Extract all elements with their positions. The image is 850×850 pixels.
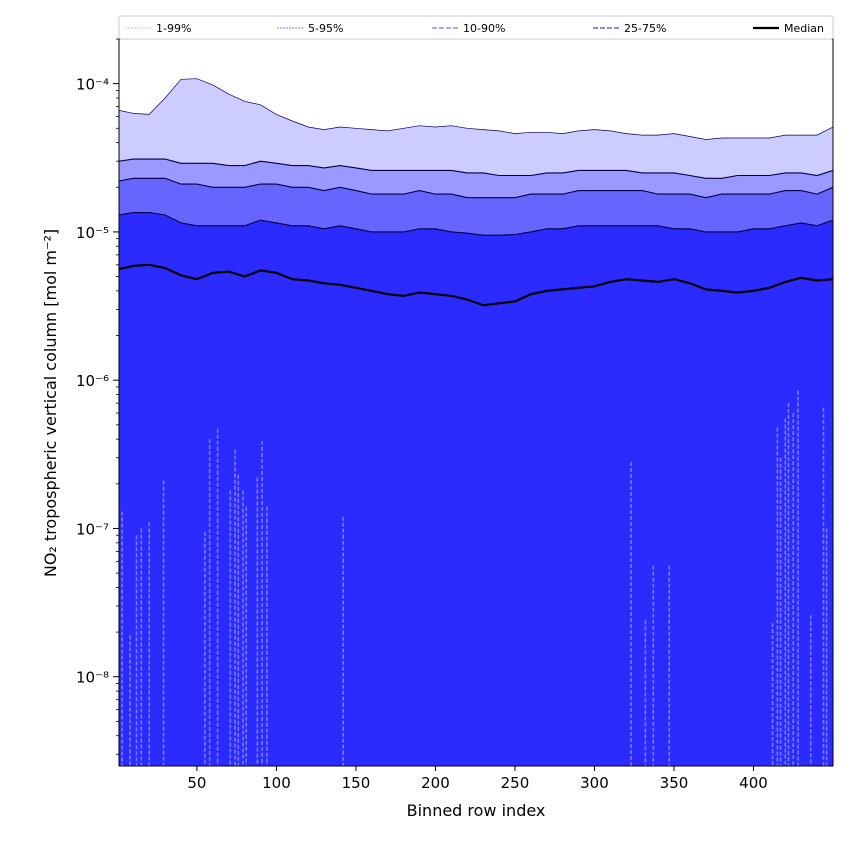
x-tick-label-200: 200 <box>421 774 450 792</box>
y-tick-label-1: 10⁻⁷ <box>76 520 109 538</box>
y-tick-label-2: 10⁻⁶ <box>76 372 109 390</box>
x-tick-label-100: 100 <box>262 774 291 792</box>
legend-label-0: 1-99% <box>156 22 191 35</box>
legend-label-2: 10-90% <box>463 22 505 35</box>
y-tick-label-4: 10⁻⁴ <box>76 76 109 94</box>
legend-label-1: 5-95% <box>308 22 343 35</box>
legend-label-4: Median <box>784 22 824 35</box>
line-5-95- <box>119 158 833 179</box>
x-tick-label-350: 350 <box>660 774 689 792</box>
legend-box <box>118 15 834 40</box>
line-25-75- <box>119 212 833 236</box>
x-tick-label-300: 300 <box>580 774 609 792</box>
band-core <box>119 212 833 766</box>
plot-content <box>119 39 833 766</box>
y-tick-label-0: 10⁻⁸ <box>76 669 109 687</box>
y-tick-label-3: 10⁻⁵ <box>76 224 109 242</box>
line-10-90- <box>119 177 833 199</box>
y-axis-label: NO₂ tropospheric vertical column [mol m⁻… <box>41 229 60 577</box>
plot-area <box>119 39 833 766</box>
legend-label-3: 25-75% <box>624 22 666 35</box>
x-tick-label-250: 250 <box>501 774 530 792</box>
line-1-99- <box>119 78 833 140</box>
legend: 1-99% 5-95% 10-90% 25-75% Median <box>118 15 834 40</box>
x-tick-label-400: 400 <box>739 774 768 792</box>
line-median <box>119 263 833 307</box>
x-axis-label: Binned row index <box>407 801 546 820</box>
x-tick-label-50: 50 <box>187 774 206 792</box>
x-tick-label-150: 150 <box>342 774 371 792</box>
